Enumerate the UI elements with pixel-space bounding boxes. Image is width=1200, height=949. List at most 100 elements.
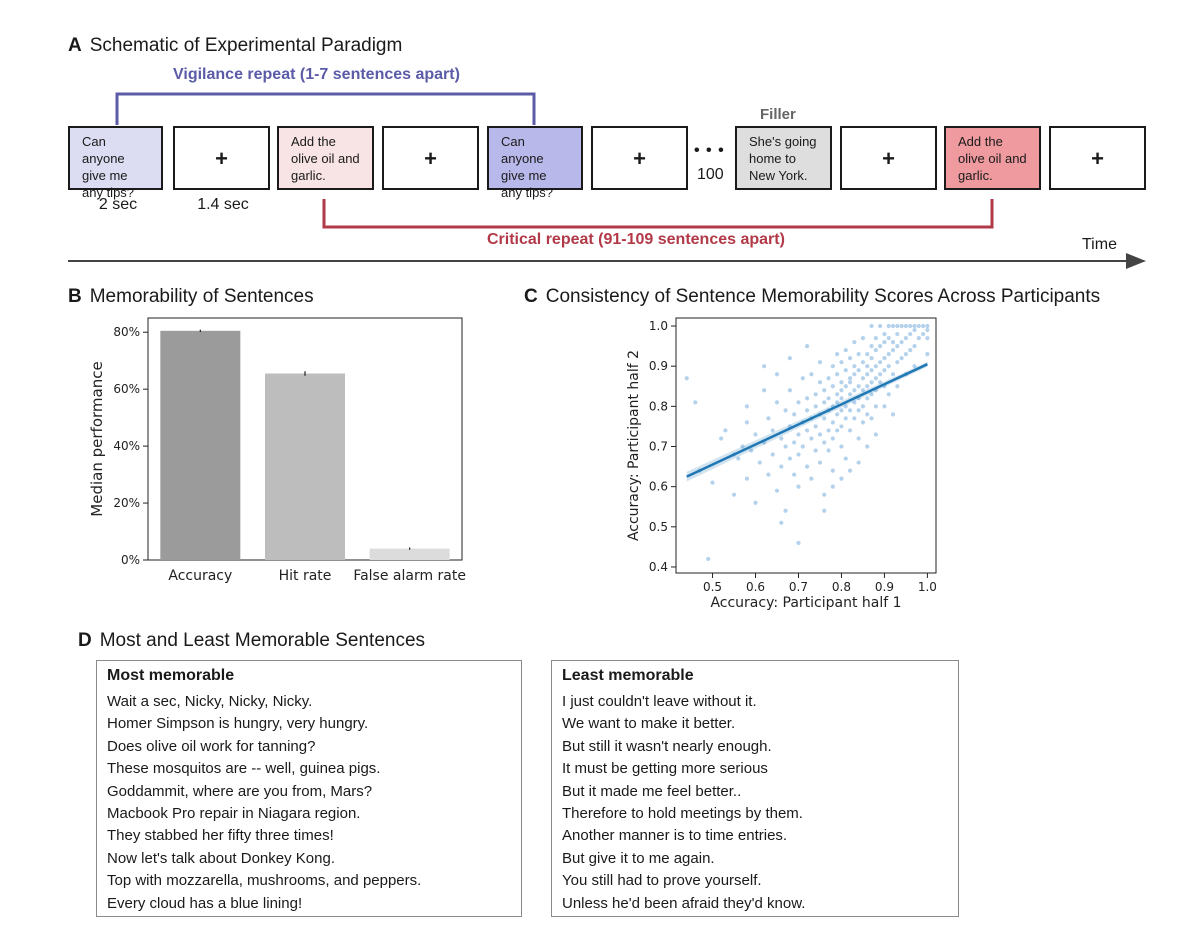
scatter-point: [895, 331, 900, 337]
scatter-point: [839, 444, 844, 449]
scatter-point: [856, 384, 861, 389]
scatter-point: [852, 416, 857, 421]
scatter-point: [916, 335, 921, 341]
scatter-point: [804, 464, 810, 469]
scatter-point: [830, 468, 835, 473]
scatter-point: [878, 372, 883, 377]
scatter-point: [882, 368, 887, 373]
scatter-point: [847, 356, 853, 361]
most-memorable-item: Goddammit, where are you from, Mars?: [107, 782, 373, 800]
scatter-point: [847, 468, 853, 473]
scatter-point: [847, 380, 853, 385]
filler-box: She's going home to New York.: [735, 126, 832, 190]
scatter-point: [908, 348, 913, 353]
scatter-point: [787, 456, 792, 461]
scatter-y-tick-label: 0.6: [649, 480, 668, 494]
scatter-point: [873, 376, 878, 381]
scatter-point: [847, 428, 853, 433]
most-memorable-item: These mosquitos are -- well, guinea pigs…: [107, 760, 381, 778]
filler-label: Filler: [760, 106, 796, 123]
scatter-point: [731, 492, 737, 497]
most-memorable-item: Every cloud has a blue lining!: [107, 894, 303, 912]
scatter-point: [925, 323, 930, 329]
scatter-point: [783, 408, 788, 413]
scatter-point: [783, 508, 788, 513]
bar-x-tick-label: False alarm rate: [353, 568, 466, 584]
scatter-point: [792, 440, 797, 445]
scatter-point: [779, 464, 784, 469]
scatter-point: [865, 384, 870, 389]
regression-line: [686, 363, 928, 478]
least-memorable-item: I just couldn't leave without it.: [562, 693, 757, 710]
bar-hit-rate: [265, 373, 345, 560]
scatter-point: [830, 364, 835, 369]
scatter-point: [899, 339, 904, 345]
scatter-point: [860, 388, 866, 393]
scatter-point: [869, 323, 874, 329]
scatter-point: [839, 388, 844, 393]
scatter-point: [835, 412, 840, 417]
fixation-duration-label: 1.4 sec: [197, 196, 249, 213]
scatter-point: [749, 448, 754, 453]
scatter-x-axis-label: Accuracy: Participant half 1: [710, 595, 901, 611]
scatter-point: [865, 364, 870, 369]
time-label: Time: [1082, 236, 1117, 253]
scatter-point: [925, 327, 930, 333]
scatter-point: [886, 352, 891, 357]
scatter-point: [856, 368, 861, 373]
bar-y-tick-label: 20%: [113, 496, 140, 510]
scatter-point: [890, 372, 896, 377]
sentence-box-1: Can anyone give me any tips?: [68, 126, 163, 200]
least-memorable-box: Least memorable I just couldn't leave wi…: [551, 660, 959, 917]
panel-a-connectors: [68, 92, 1146, 269]
scatter-point: [921, 323, 926, 329]
scatter-point: [873, 348, 878, 353]
scatter-point: [903, 323, 909, 329]
scatter-point: [822, 492, 827, 497]
fixation-box-4: +: [840, 126, 937, 190]
scatter-point: [925, 352, 930, 357]
scatter-point: [843, 368, 848, 373]
scatter-point: [882, 356, 887, 361]
scatter-x-tick-label: 0.7: [789, 580, 808, 594]
scatter-point: [761, 388, 767, 393]
scatter-point: [873, 404, 878, 409]
scatter-point: [796, 484, 801, 489]
critical-bracket: [322, 199, 994, 229]
scatter-point: [757, 460, 762, 465]
scatter-point: [878, 323, 883, 329]
scatter-point: [847, 392, 853, 397]
scatter-point: [744, 476, 750, 481]
scatter-point: [912, 344, 917, 349]
scatter-point: [813, 448, 818, 453]
scatter-x-tick-label: 0.8: [832, 580, 851, 594]
scatter-x-tick-label: 0.5: [703, 580, 722, 594]
scatter-point: [860, 335, 866, 341]
scatter-point: [865, 412, 870, 417]
scatter-point: [770, 428, 775, 433]
sentence-box-3: Can anyone give me any tips?: [487, 126, 583, 200]
scatter-point: [908, 323, 913, 329]
least-memorable-item: Another manner is to time entries.: [562, 827, 788, 845]
scatter-point: [843, 404, 848, 409]
scatter-point: [792, 412, 797, 417]
scatter-point: [856, 352, 861, 357]
most-memorable-item: Macbook Pro repair in Niagara region.: [107, 805, 361, 823]
least-memorable-item: But it made me feel better..: [562, 782, 742, 800]
scatter-point: [809, 372, 814, 377]
fixation-box-2: +: [382, 126, 479, 190]
scatter-point: [817, 460, 823, 465]
scatter-point: [847, 376, 853, 381]
scatter-point: [723, 428, 728, 433]
scatter-point: [843, 384, 848, 389]
scatter-point: [835, 428, 840, 433]
scatter-point: [706, 556, 711, 562]
scatter-point: [839, 408, 844, 413]
scatter-y-tick-label: 0.8: [649, 399, 668, 413]
scatter-point: [779, 436, 784, 441]
scatter-point: [804, 408, 810, 413]
bar-x-tick-label: Accuracy: [168, 568, 232, 584]
scatter-point: [869, 356, 874, 361]
scatter-plot-frame: [675, 317, 937, 574]
scatter-point: [835, 392, 840, 397]
